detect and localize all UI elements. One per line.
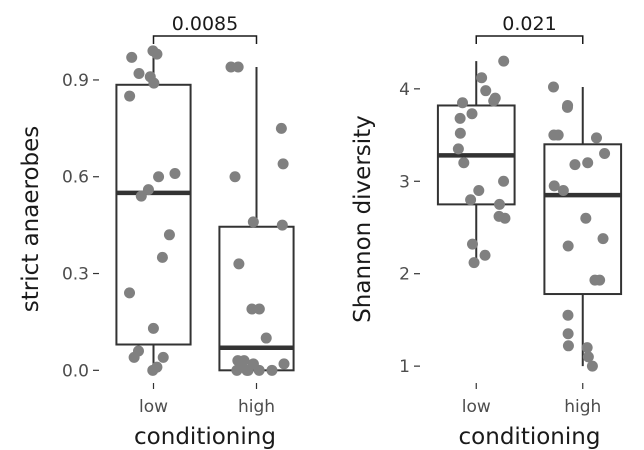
x-tick-label: high — [564, 397, 601, 417]
data-point — [561, 101, 573, 113]
data-point — [586, 360, 598, 372]
data-point — [493, 198, 505, 210]
data-point — [452, 143, 464, 155]
significance-label: 0.0085 — [172, 13, 238, 35]
data-point — [479, 249, 491, 261]
data-point — [124, 287, 136, 299]
data-point — [562, 309, 574, 321]
data-point — [457, 97, 469, 109]
data-point — [163, 229, 175, 241]
data-point — [242, 364, 254, 376]
chart-panel-2: 1 2 3 4 low high conditioning Shannon diversity… — [350, 13, 623, 450]
data-point — [468, 257, 480, 269]
data-point — [458, 157, 470, 169]
data-point — [599, 148, 611, 160]
x-axis-title: conditioning — [459, 424, 601, 450]
data-point — [126, 51, 138, 63]
data-point — [454, 127, 466, 139]
data-point — [229, 171, 241, 183]
data-point — [133, 67, 145, 79]
y-tick-label: 0.9 — [62, 71, 89, 91]
data-point — [498, 55, 510, 67]
data-point — [157, 351, 169, 363]
data-point — [476, 72, 488, 84]
data-point — [277, 158, 289, 170]
chart-panel-1: 0.0 0.3 0.6 0.9 low high conditioning strict an… — [18, 13, 295, 450]
data-point — [278, 358, 290, 370]
x-axis-title: conditioning — [134, 424, 276, 450]
data-point — [498, 175, 510, 187]
data-point — [466, 108, 478, 120]
data-point — [135, 190, 147, 202]
data-point — [124, 90, 136, 102]
data-point — [260, 332, 272, 344]
data-point — [562, 328, 574, 340]
data-point — [488, 95, 500, 107]
data-point — [148, 77, 160, 89]
data-point — [276, 219, 288, 231]
data-point — [548, 180, 560, 192]
data-point — [580, 212, 592, 224]
data-point — [233, 258, 245, 270]
y-tick-label: 3 — [399, 172, 410, 192]
data-point — [153, 171, 165, 183]
data-point — [480, 85, 492, 97]
data-point — [253, 303, 265, 315]
data-point — [231, 364, 243, 376]
y-axis-title: Shannon diversity — [350, 115, 376, 323]
data-point — [275, 122, 287, 134]
y-tick-label: 0.3 — [62, 265, 89, 285]
data-point — [569, 159, 581, 171]
data-point — [128, 351, 140, 363]
x-tick-label: low — [462, 397, 491, 417]
data-point — [151, 48, 163, 60]
data-point — [247, 216, 259, 228]
data-point — [253, 364, 265, 376]
data-point — [466, 238, 478, 250]
x-tick-label: low — [139, 397, 168, 417]
y-tick-label: 1 — [399, 357, 410, 377]
data-point — [147, 322, 159, 334]
y-tick-label: 0.6 — [62, 168, 89, 188]
data-point — [597, 233, 609, 245]
significance-bracket — [152, 35, 258, 44]
data-point — [454, 112, 466, 124]
significance-label: 0.021 — [502, 13, 556, 35]
data-point — [582, 351, 594, 363]
data-point — [473, 185, 485, 197]
data-point — [590, 132, 602, 144]
y-tick-label: 2 — [399, 265, 410, 285]
data-point — [562, 240, 574, 252]
data-point — [266, 364, 278, 376]
data-point — [557, 185, 569, 197]
y-axis-title: strict anaerobes — [18, 126, 44, 313]
data-point — [547, 81, 559, 93]
data-point — [465, 194, 477, 206]
data-point — [142, 184, 154, 196]
data-point — [582, 157, 594, 169]
data-point — [552, 129, 564, 141]
data-point — [499, 212, 511, 224]
data-point — [562, 340, 574, 352]
data-point — [156, 251, 168, 263]
y-tick-label: 4 — [399, 80, 410, 100]
data-point — [594, 274, 606, 286]
data-point — [169, 168, 181, 180]
box-low — [115, 83, 192, 346]
data-point — [581, 342, 593, 354]
significance-bracket — [475, 35, 584, 44]
data-point — [147, 364, 159, 376]
data-point — [225, 61, 237, 73]
y-tick-label: 0.0 — [62, 361, 89, 381]
x-tick-label: high — [238, 397, 275, 417]
